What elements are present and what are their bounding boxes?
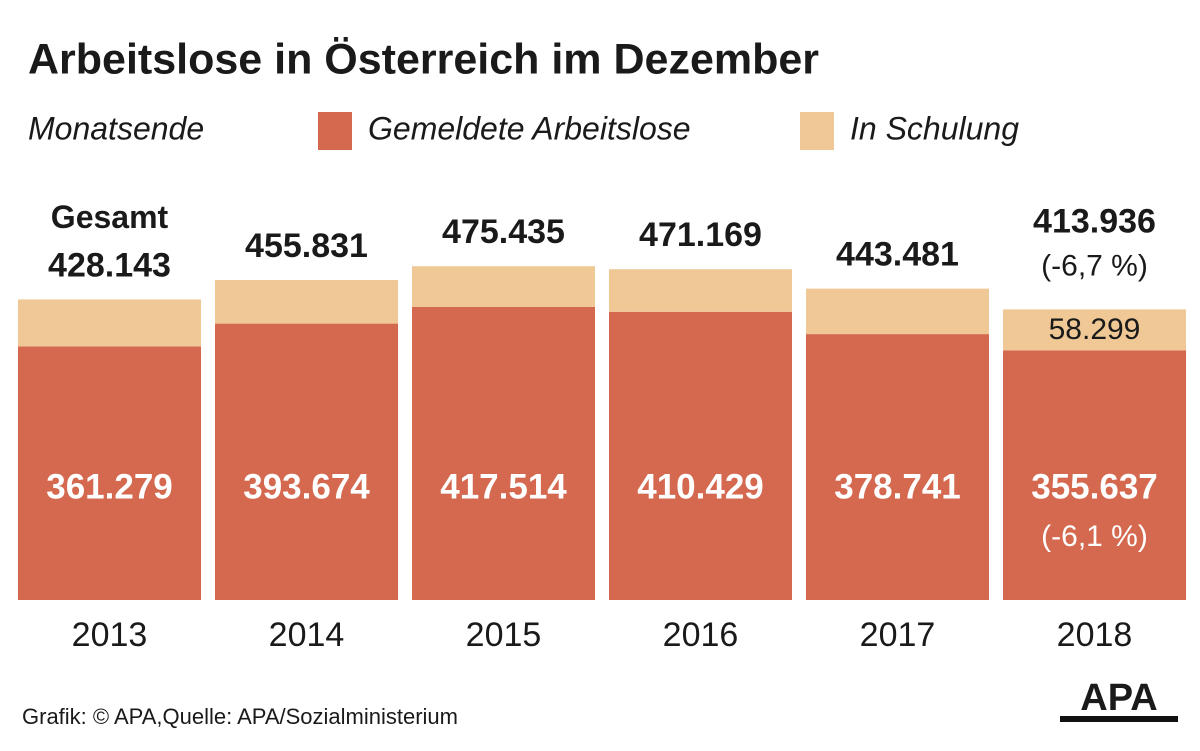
x-tick-label: 2017 (860, 616, 936, 654)
total-label: 428.143 (48, 246, 171, 284)
bar-segment (215, 279, 398, 324)
annotation: (-6,1 %) (1041, 520, 1148, 553)
bar-segment (215, 323, 398, 600)
annotation: (-6,7 %) (1041, 249, 1148, 282)
bar-segment (1003, 350, 1186, 600)
value-label: 393.674 (243, 467, 370, 506)
bar-segment (1003, 309, 1186, 351)
bar-segment (609, 311, 792, 600)
total-label: 455.831 (245, 227, 368, 265)
value-label: 361.279 (46, 467, 173, 506)
legend-swatch (800, 112, 834, 150)
bar-segment (806, 288, 989, 335)
x-tick-label: 2016 (663, 616, 739, 654)
bar-segment (412, 266, 595, 307)
legend-label: Gemeldete Arbeitslose (368, 110, 691, 146)
source: Grafik: © APA,Quelle: APA/Sozialminister… (22, 704, 458, 729)
annotation: Gesamt (51, 199, 169, 235)
legend-title: Monatsende (28, 110, 204, 146)
logo: APA (1060, 677, 1178, 722)
total-label: 475.435 (442, 213, 565, 251)
value-label: 58.299 (1049, 313, 1141, 346)
total-label: 413.936 (1033, 202, 1156, 240)
bar-segment (18, 299, 201, 347)
legend-label: In Schulung (850, 110, 1019, 146)
value-label: 417.514 (440, 467, 567, 506)
x-tick-label: 2014 (269, 616, 345, 654)
chart-title: Arbeitslose in Österreich im Dezember (28, 35, 819, 83)
bar-segment (412, 306, 595, 600)
value-label: 378.741 (834, 467, 961, 506)
x-tick-label: 2013 (72, 616, 148, 654)
total-label: 443.481 (836, 236, 959, 274)
x-tick-label: 2018 (1057, 616, 1133, 654)
value-label: 410.429 (637, 467, 764, 506)
x-tick-label: 2015 (466, 616, 542, 654)
bar-segment (18, 346, 201, 600)
legend-swatch (318, 112, 352, 150)
bar-segment (609, 269, 792, 312)
total-label: 471.169 (639, 216, 762, 254)
value-label: 355.637 (1031, 467, 1158, 506)
logo-text: APA (1080, 677, 1157, 719)
bar-segment (806, 334, 989, 600)
